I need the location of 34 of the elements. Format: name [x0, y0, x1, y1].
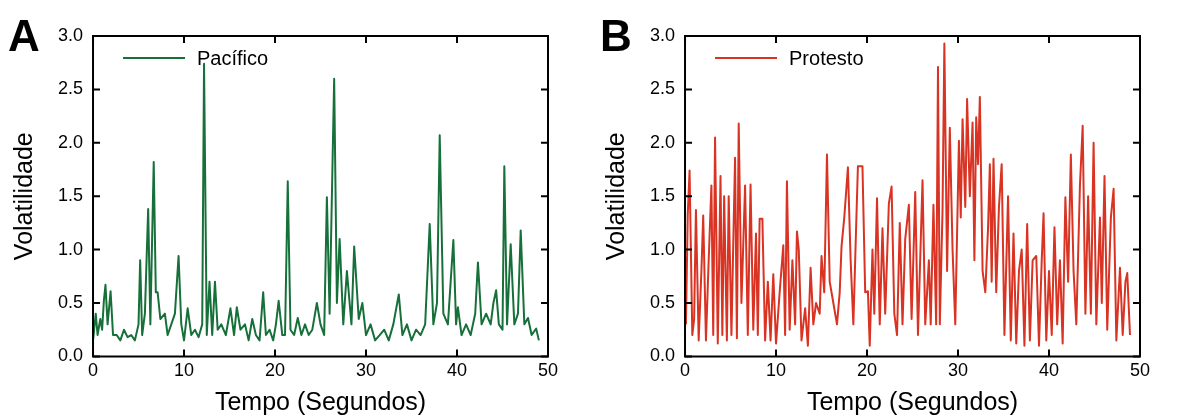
y-tick-label: 2.0 — [649, 131, 676, 152]
y-tick-label: 0.5 — [649, 291, 676, 312]
y-axis-title: Volatilidade — [8, 132, 37, 261]
legend-label: Pacífico — [197, 46, 269, 69]
y-axis-title: Volatilidade — [600, 132, 629, 261]
x-tick-label: 30 — [947, 360, 969, 381]
text: A — [8, 11, 40, 60]
x-tick-label: 50 — [1129, 360, 1151, 381]
y-tick-label: 1.0 — [57, 238, 84, 259]
x-tick-label: 20 — [857, 360, 878, 381]
y-tick-label: 0.5 — [57, 291, 84, 312]
y-tick-label: 0.0 — [57, 345, 84, 366]
x-tick-label: 40 — [446, 360, 468, 381]
x-axis-title: Tempo (Segundos) — [214, 386, 427, 415]
y-tick-label: 1.5 — [57, 185, 84, 206]
y-tick-label: 0.0 — [649, 345, 676, 366]
legend-label: Protesto — [789, 46, 864, 69]
y-tick-label: 2.0 — [57, 131, 84, 152]
x-tick-label: 0 — [88, 360, 99, 381]
y-tick-label: 3.0 — [57, 24, 84, 45]
x-tick-label: 40 — [1038, 360, 1060, 381]
y-tick-label: 1.5 — [649, 185, 676, 206]
y-tick-label: 3.0 — [649, 24, 676, 45]
y-tick-label: 2.5 — [649, 78, 676, 99]
x-tick-label: 20 — [265, 360, 286, 381]
x-tick-label: 50 — [537, 360, 559, 381]
x-tick-label: 0 — [680, 360, 691, 381]
x-axis-title: Tempo (Segundos) — [806, 386, 1019, 415]
y-tick-label: 1.0 — [649, 238, 676, 259]
x-tick-label: 10 — [174, 360, 195, 381]
x-tick-label: 30 — [355, 360, 377, 381]
text: B — [600, 11, 632, 60]
x-tick-label: 10 — [766, 360, 787, 381]
y-tick-label: 2.5 — [57, 78, 84, 99]
